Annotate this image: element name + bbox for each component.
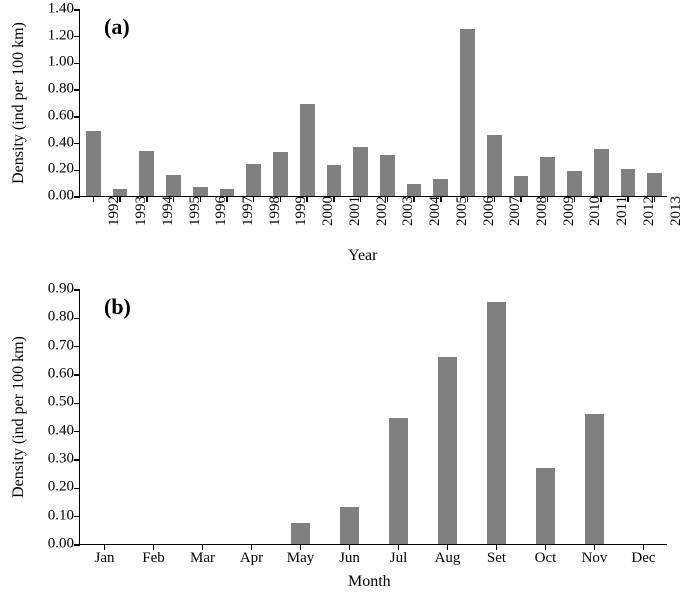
xtick-label: Aug xyxy=(435,550,461,567)
bar xyxy=(389,418,409,544)
bar xyxy=(438,357,458,544)
xtick-label: Oct xyxy=(535,550,557,567)
panel-b-ylabel: Density (ind per 100 km) xyxy=(10,317,28,517)
xtick-label: Nov xyxy=(582,550,608,567)
ytick-label: 0.70 xyxy=(48,337,80,354)
xtick-label: Set xyxy=(487,550,506,567)
panel-b-xlabel: Month xyxy=(348,573,391,591)
xtick-label: Mar xyxy=(190,550,215,567)
xtick-label: Jun xyxy=(339,550,360,567)
ytick-label: 0.00 xyxy=(48,536,80,553)
xtick-label: Jul xyxy=(390,550,408,567)
ytick-label: 0.50 xyxy=(48,394,80,411)
ytick-label: 0.90 xyxy=(48,281,80,298)
figure: 0.000.200.400.600.801.001.201.4019921993… xyxy=(0,0,685,597)
ytick-label: 0.80 xyxy=(48,309,80,326)
ytick-label: 0.10 xyxy=(48,507,80,524)
panel-b-tag: (b) xyxy=(104,294,131,320)
bar xyxy=(487,302,507,544)
bar xyxy=(585,414,605,544)
ytick-label: 0.30 xyxy=(48,451,80,468)
ytick-label: 0.20 xyxy=(48,479,80,496)
xtick-label: May xyxy=(287,550,315,567)
bar xyxy=(536,468,556,545)
ytick-label: 0.60 xyxy=(48,366,80,383)
bar xyxy=(340,507,360,544)
xtick-label: Feb xyxy=(142,550,165,567)
bar xyxy=(291,523,311,544)
panel-b-plot-area: 0.000.100.200.300.400.500.600.700.800.90… xyxy=(79,290,667,545)
xtick-label: Dec xyxy=(631,550,655,567)
xtick-label: Apr xyxy=(240,550,263,567)
ytick-label: 0.40 xyxy=(48,422,80,439)
xtick-label: Jan xyxy=(95,550,115,567)
panel-b: 0.00 0.10 0.20 0.30 0.40 0.50 0.60 0.70 0.80 0.90… xyxy=(0,0,685,597)
